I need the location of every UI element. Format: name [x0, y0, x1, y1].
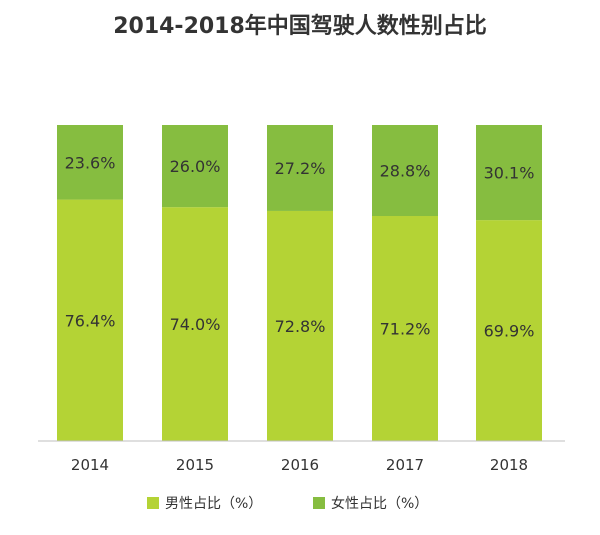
data-label-female-2017: 28.8%	[380, 162, 431, 181]
x-tick-label-2017: 2017	[386, 456, 424, 474]
data-label-male-2017: 71.2%	[380, 320, 431, 339]
bar-female-2018	[476, 125, 542, 221]
bars-group: 76.4% 23.6% 74.0% 26.0% 72.8% 27.2% 71.2% 28.8%…	[57, 125, 542, 441]
x-tick-label-2016: 2016	[281, 456, 319, 474]
bar-male-2016	[267, 210, 333, 441]
bar-female-2017	[372, 125, 438, 217]
data-label-female-2018: 30.1%	[484, 164, 535, 183]
x-tick-label-2014: 2014	[71, 456, 109, 474]
legend-swatch-female	[313, 497, 325, 509]
bar-female-2016	[267, 125, 333, 211]
chart-title: 2014-2018年中国驾驶人数性别占比	[113, 13, 487, 39]
x-tick-labels: 2014 2015 2016 2017 2018	[71, 456, 528, 474]
x-tick-label-2018: 2018	[490, 456, 528, 474]
legend-label-male: 男性占比（%）	[165, 496, 262, 512]
data-label-male-2014: 76.4%	[65, 311, 116, 330]
data-label-female-2016: 27.2%	[275, 159, 326, 178]
legend-label-female: 女性占比（%）	[331, 495, 428, 512]
bar-female-2015	[162, 125, 228, 208]
data-label-female-2014: 23.6%	[65, 153, 116, 172]
legend-swatch-male	[147, 497, 159, 509]
bar-male-2018	[476, 220, 542, 441]
x-tick-label-2015: 2015	[176, 456, 214, 474]
bar-female-2014	[57, 125, 123, 200]
legend: 男性占比（%） 女性占比（%）	[147, 495, 428, 512]
data-label-male-2015: 74.0%	[170, 315, 221, 334]
data-label-male-2016: 72.8%	[275, 317, 326, 336]
bar-male-2017	[372, 216, 438, 441]
data-label-female-2015: 26.0%	[170, 157, 221, 176]
bar-male-2015	[162, 207, 228, 441]
data-label-male-2018: 69.9%	[484, 322, 535, 341]
bar-male-2014	[57, 199, 123, 441]
